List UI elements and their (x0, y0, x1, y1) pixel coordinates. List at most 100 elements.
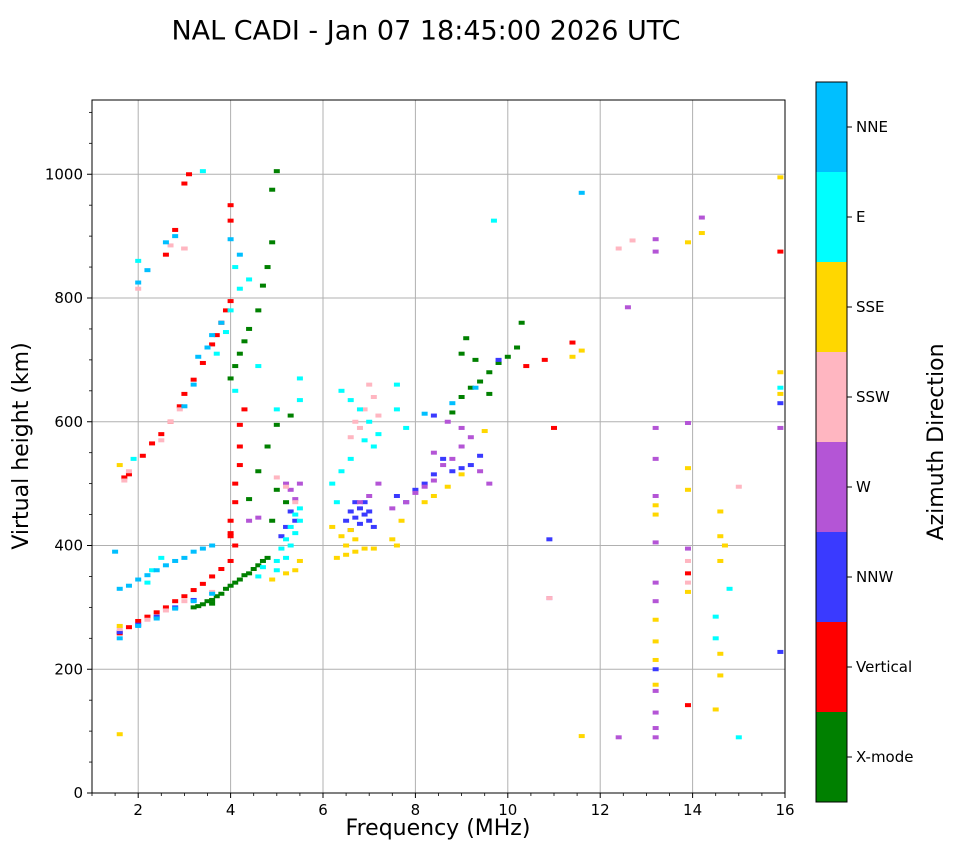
data-point (162, 240, 169, 245)
data-point (255, 515, 262, 520)
data-point (292, 512, 299, 517)
data-point (269, 240, 276, 245)
x-tick-label: 16 (775, 801, 794, 819)
data-point (135, 286, 142, 291)
data-point (186, 172, 193, 177)
data-point (333, 555, 340, 560)
data-point (227, 376, 234, 381)
data-point (135, 258, 142, 263)
data-point (712, 636, 719, 641)
data-point (209, 591, 216, 596)
data-point (458, 395, 465, 399)
data-point (158, 555, 165, 560)
data-point (352, 549, 359, 554)
data-point (477, 453, 484, 458)
data-point (684, 580, 691, 585)
data-point (255, 563, 262, 568)
colorbar-swatch (816, 82, 847, 172)
colorbar-swatch (816, 532, 847, 622)
data-point (403, 500, 410, 505)
data-point (227, 518, 234, 523)
data-point (458, 444, 465, 449)
data-point (393, 407, 400, 412)
data-point (209, 543, 216, 548)
data-point (444, 419, 451, 424)
data-point (121, 475, 128, 480)
data-point (199, 581, 206, 586)
data-point (190, 549, 197, 554)
data-point (135, 618, 142, 623)
data-point (199, 169, 206, 174)
data-point (652, 512, 659, 517)
data-point (652, 682, 659, 687)
data-point (269, 518, 276, 523)
data-point (269, 577, 276, 582)
data-point (389, 506, 396, 511)
data-point (352, 537, 359, 542)
data-point (209, 601, 216, 606)
series-nne (112, 190, 585, 641)
data-point (283, 500, 290, 505)
data-point (329, 481, 336, 486)
data-point (181, 555, 188, 560)
data-point (684, 546, 691, 551)
plot-frame (91, 99, 786, 794)
data-point (296, 481, 303, 486)
data-point (292, 568, 299, 573)
colorbar-label-item: SSW (856, 388, 890, 406)
data-point (370, 444, 377, 449)
data-point (652, 667, 659, 672)
data-point (698, 231, 705, 236)
data-point (717, 673, 724, 678)
data-point (430, 413, 437, 418)
data-point (296, 558, 303, 563)
data-point (347, 456, 354, 461)
data-point (712, 707, 719, 712)
data-point (153, 610, 160, 615)
data-point (241, 339, 248, 344)
data-point (190, 588, 197, 593)
data-point (209, 333, 216, 338)
data-point (652, 726, 659, 731)
data-point (430, 494, 437, 498)
data-point (149, 441, 156, 446)
data-point (269, 187, 276, 192)
data-point (366, 494, 373, 498)
data-point (139, 453, 146, 458)
data-point (684, 703, 691, 708)
data-point (125, 583, 132, 588)
data-point (172, 606, 179, 611)
data-point (777, 391, 784, 396)
data-point (361, 512, 368, 517)
data-point (430, 450, 437, 455)
data-point (717, 534, 724, 539)
data-point (158, 432, 165, 437)
data-point (162, 252, 169, 257)
data-point (356, 407, 363, 412)
data-point (504, 354, 511, 359)
data-point (181, 246, 188, 251)
data-point (343, 543, 350, 548)
data-point (578, 190, 585, 195)
data-point (366, 509, 373, 514)
data-point (227, 218, 234, 223)
data-point (283, 481, 290, 486)
data-point (721, 543, 728, 548)
data-point (467, 385, 474, 390)
data-point (472, 385, 479, 390)
data-point (578, 734, 585, 739)
data-point (259, 283, 266, 288)
data-point (232, 543, 239, 548)
data-point (236, 444, 243, 449)
data-point (236, 286, 243, 291)
y-tick-label: 600 (54, 413, 83, 431)
x-tick-label: 12 (591, 801, 610, 819)
data-point (777, 175, 784, 180)
data-point (264, 444, 271, 449)
data-point (361, 407, 368, 412)
data-point (246, 518, 253, 523)
data-point (264, 265, 271, 270)
data-point (112, 549, 119, 554)
data-point (615, 735, 622, 740)
data-point (227, 237, 234, 242)
